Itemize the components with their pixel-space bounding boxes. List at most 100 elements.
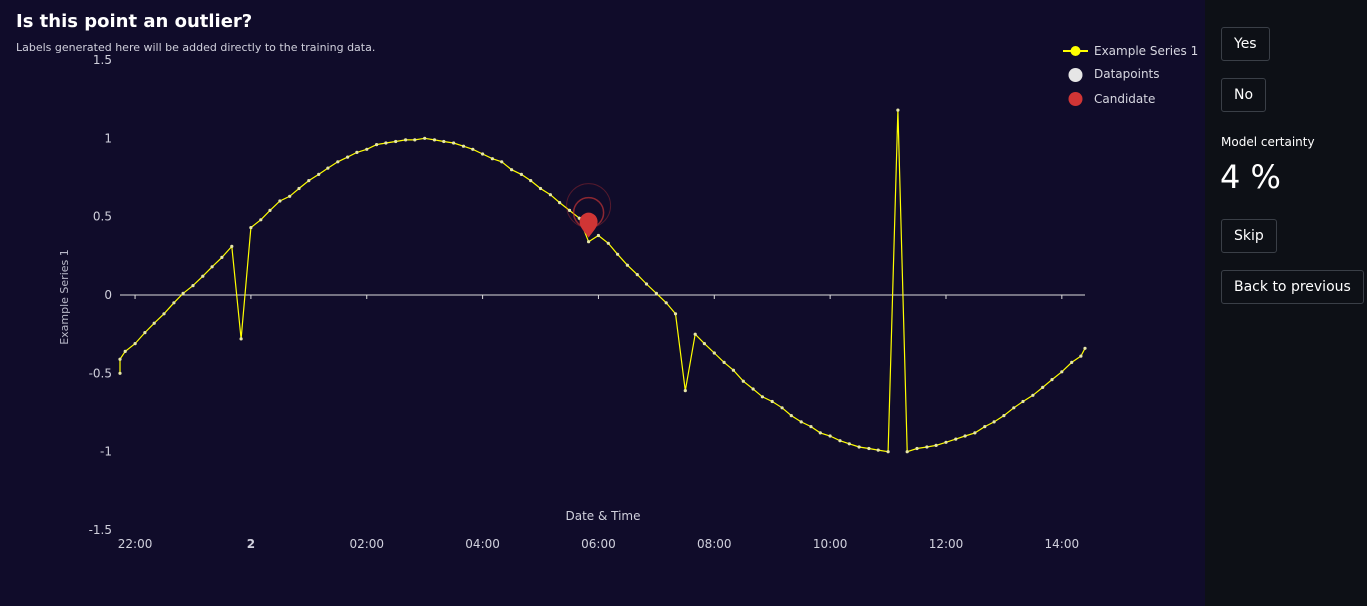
datapoint[interactable] [181,291,185,295]
datapoint[interactable] [152,321,156,325]
datapoint[interactable] [461,144,466,148]
datapoint[interactable] [809,425,813,429]
datapoint[interactable] [423,136,427,140]
datapoint[interactable] [471,147,475,151]
datapoint[interactable] [1002,414,1006,418]
datapoint[interactable] [1060,370,1064,374]
datapoint[interactable] [1041,385,1045,389]
datapoint[interactable] [500,160,504,164]
datapoint[interactable] [220,255,224,259]
datapoint[interactable] [702,342,707,346]
datapoint[interactable] [288,194,292,198]
datapoint[interactable] [249,226,253,230]
datapoint[interactable] [722,360,726,364]
datapoint[interactable] [760,395,765,399]
datapoint[interactable] [886,450,890,454]
datapoint[interactable] [616,252,620,256]
datapoint[interactable] [789,414,793,418]
datapoint[interactable] [847,442,851,446]
datapoint[interactable] [567,208,572,212]
datapoint[interactable] [143,331,147,335]
datapoint[interactable] [404,138,408,142]
datapoint[interactable] [818,431,822,435]
datapoint[interactable] [172,301,176,305]
datapoint[interactable] [654,291,659,295]
datapoint[interactable] [452,141,456,145]
datapoint[interactable] [712,351,716,355]
datapoint[interactable] [954,437,958,441]
datapoint[interactable] [1031,393,1035,397]
legend-item-candidate[interactable]: Candidate [1068,92,1156,106]
datapoint[interactable] [683,389,687,393]
datapoint[interactable] [259,218,263,222]
datapoint[interactable] [1083,346,1087,350]
datapoint[interactable] [346,155,350,159]
datapoint[interactable] [481,152,485,156]
datapoint[interactable] [191,284,195,288]
yes-button[interactable]: Yes [1221,27,1270,61]
datapoint[interactable] [751,387,755,391]
datapoint[interactable] [867,446,871,451]
datapoint[interactable] [673,312,678,316]
datapoint[interactable] [118,371,122,375]
datapoint[interactable] [375,143,379,147]
datapoint[interactable] [307,179,311,183]
datapoint[interactable] [355,150,359,154]
datapoint[interactable] [635,273,639,277]
datapoint[interactable] [606,241,610,245]
datapoint[interactable] [162,312,166,316]
legend-item-series[interactable]: Example Series 1 [1063,44,1198,58]
datapoint[interactable] [741,379,745,383]
datapoint[interactable] [210,265,214,269]
datapoint[interactable] [317,172,321,176]
datapoint[interactable] [992,420,996,424]
datapoint[interactable] [915,446,919,451]
datapoint[interactable] [133,342,137,346]
datapoint[interactable] [780,406,784,410]
datapoint[interactable] [278,199,282,203]
skip-button[interactable]: Skip [1221,219,1277,253]
datapoint[interactable] [268,208,272,212]
datapoint[interactable] [394,139,398,144]
datapoint[interactable] [548,193,553,197]
datapoint[interactable] [857,445,861,449]
datapoint[interactable] [963,434,967,438]
datapoint[interactable] [1050,378,1054,382]
datapoint[interactable] [123,349,127,353]
datapoint[interactable] [490,157,494,161]
datapoint[interactable] [934,443,938,447]
datapoint[interactable] [983,425,987,429]
datapoint[interactable] [1021,399,1025,404]
datapoint[interactable] [118,357,122,361]
candidate-marker[interactable] [579,212,598,238]
datapoint[interactable] [838,439,842,443]
datapoint[interactable] [644,282,649,286]
datapoint[interactable] [326,166,330,170]
datapoint[interactable] [384,141,388,145]
datapoint[interactable] [596,233,601,238]
datapoint[interactable] [529,179,533,183]
datapoint[interactable] [538,186,543,191]
no-button[interactable]: No [1221,78,1267,112]
datapoint[interactable] [519,172,524,176]
datapoint[interactable] [365,147,369,151]
datapoint[interactable] [944,440,948,444]
datapoint[interactable] [973,431,977,435]
datapoint[interactable] [876,448,880,452]
datapoint[interactable] [230,244,234,248]
datapoint[interactable] [201,274,205,278]
datapoint[interactable] [925,445,929,449]
datapoint[interactable] [693,332,697,336]
datapoint[interactable] [770,399,774,404]
datapoint[interactable] [1070,360,1074,364]
datapoint[interactable] [442,139,446,144]
datapoint[interactable] [510,168,514,172]
datapoint[interactable] [239,337,243,341]
datapoint[interactable] [336,160,340,164]
datapoint[interactable] [828,434,832,438]
datapoint[interactable] [1012,406,1016,410]
back-to-previous-button[interactable]: Back to previous [1221,270,1364,304]
datapoint[interactable] [587,240,591,244]
datapoint[interactable] [905,450,909,454]
datapoint[interactable] [731,368,736,372]
